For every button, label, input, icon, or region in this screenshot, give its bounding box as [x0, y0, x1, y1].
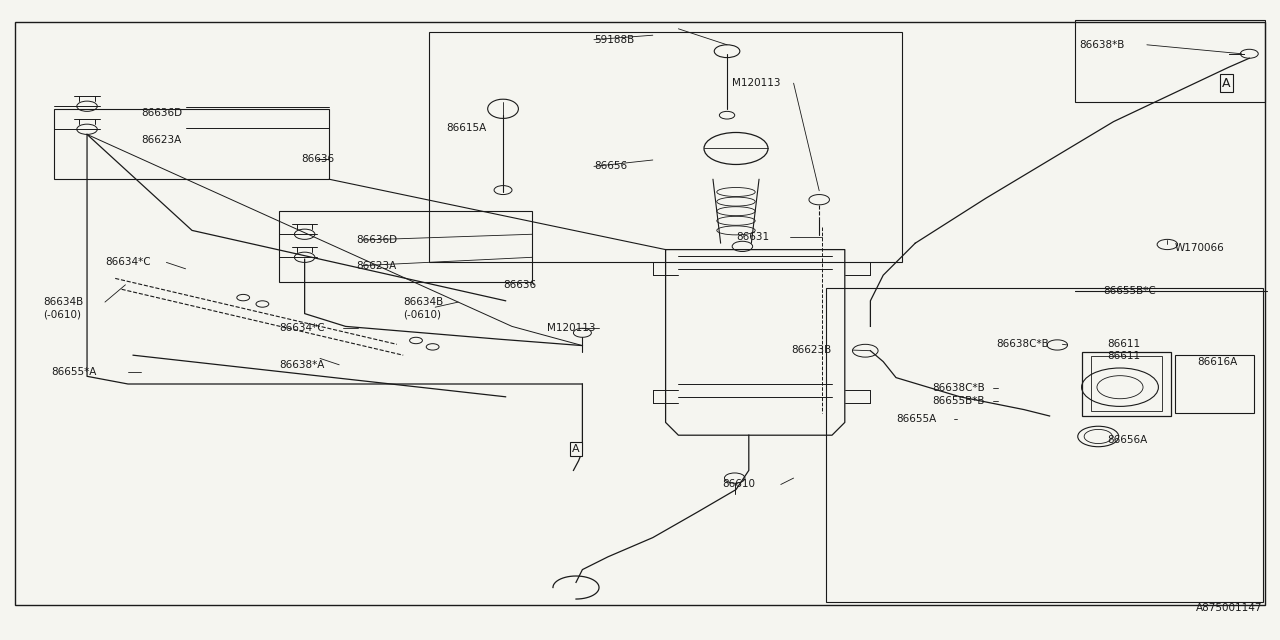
Text: 86638*A: 86638*A — [279, 360, 324, 370]
Text: 86634B: 86634B — [44, 297, 83, 307]
Text: 86623A: 86623A — [356, 260, 396, 271]
Text: 86656A: 86656A — [1107, 435, 1147, 445]
Text: 86616A: 86616A — [1197, 356, 1236, 367]
Bar — [429, 32, 902, 262]
Text: (-0610): (-0610) — [44, 310, 82, 320]
Text: 86638C*B: 86638C*B — [996, 339, 1048, 349]
Bar — [1075, 20, 1265, 102]
Text: 86610: 86610 — [722, 479, 755, 490]
Text: 86611: 86611 — [1107, 351, 1140, 362]
Bar — [1082, 352, 1171, 416]
Text: 86623A: 86623A — [141, 134, 180, 145]
Text: 86623B: 86623B — [791, 345, 831, 355]
Bar — [826, 288, 1263, 602]
Text: 86634*C: 86634*C — [105, 257, 151, 268]
Text: A: A — [1222, 77, 1230, 90]
Bar — [54, 109, 329, 179]
Text: 86636D: 86636D — [356, 235, 397, 245]
Text: 86611: 86611 — [1107, 339, 1140, 349]
Text: 86634*C: 86634*C — [279, 323, 325, 333]
Text: 86655A: 86655A — [896, 414, 936, 424]
Text: 86655B*B: 86655B*B — [932, 396, 984, 406]
Text: 86655B*C: 86655B*C — [1103, 286, 1156, 296]
Bar — [1175, 355, 1254, 413]
Text: 86636: 86636 — [503, 280, 536, 290]
Text: M120113: M120113 — [547, 323, 595, 333]
Text: 86634B: 86634B — [403, 297, 443, 307]
Text: 86655*A: 86655*A — [51, 367, 96, 378]
Text: 86638C*B: 86638C*B — [932, 383, 984, 394]
Text: 86636D: 86636D — [141, 108, 182, 118]
Text: 86656: 86656 — [594, 161, 627, 172]
Text: 86631: 86631 — [736, 232, 769, 242]
Text: (-0610): (-0610) — [403, 310, 442, 320]
Text: 86638*B: 86638*B — [1079, 40, 1124, 50]
Bar — [279, 211, 532, 282]
Text: A875001147: A875001147 — [1196, 603, 1262, 613]
Text: M120113: M120113 — [732, 78, 781, 88]
Text: A: A — [572, 444, 580, 454]
Text: 86615A: 86615A — [447, 123, 486, 133]
Text: W170066: W170066 — [1175, 243, 1225, 253]
Text: 86636: 86636 — [301, 154, 334, 164]
Text: 59188B: 59188B — [594, 35, 634, 45]
Bar — [1091, 356, 1162, 411]
